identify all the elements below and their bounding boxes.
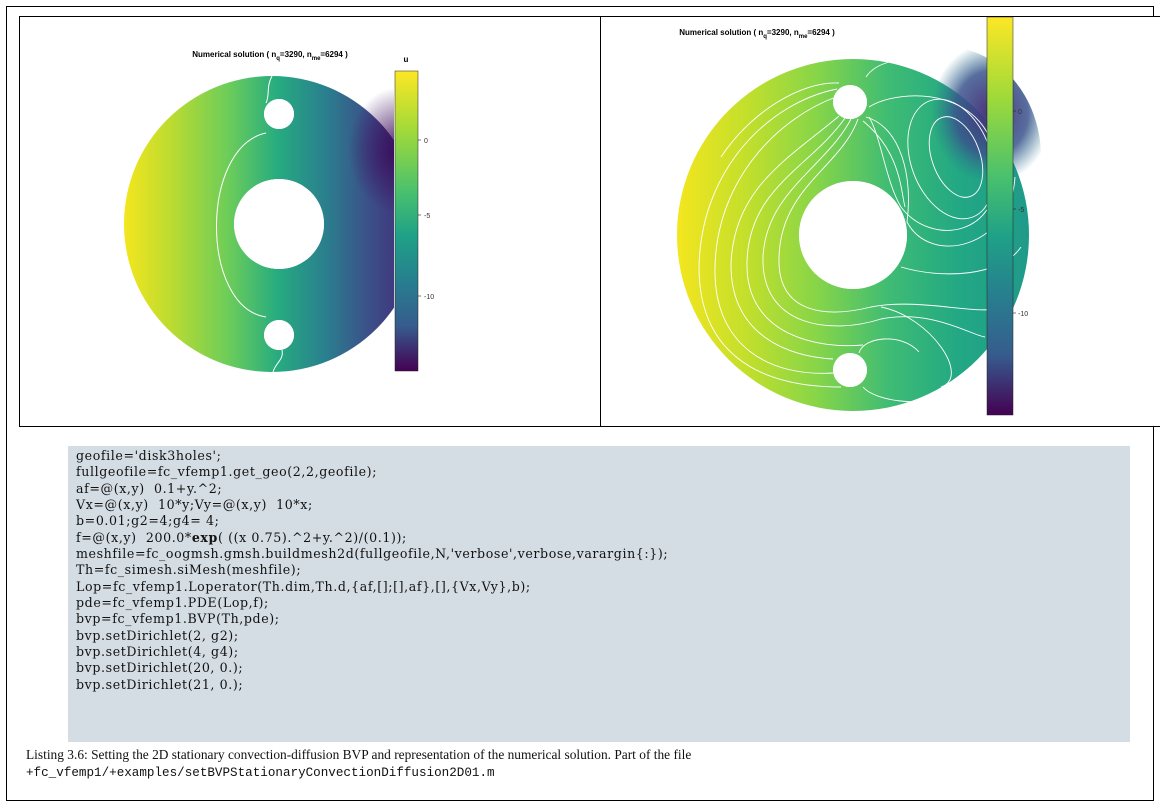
top-hole <box>264 99 294 129</box>
contour-line <box>272 349 283 373</box>
caption-file-path: +fc_vfemp1/+examples/setBVPStationaryCon… <box>26 766 495 780</box>
colorbar-tick: -5 <box>424 213 430 220</box>
code-line: meshfile=fc_oogmsh.gmsh.buildmesh2d(full… <box>76 546 669 562</box>
code-line: Th=fc_simesh.siMesh(meshfile); <box>76 562 302 578</box>
right-plot-panel: Numerical solution ( nq=3290, nme=6294 ) <box>600 16 1160 427</box>
top-hole <box>833 85 867 119</box>
code-line: bvp.setDirichlet(4, g4); <box>76 644 239 660</box>
code-listing: geofile='disk3holes'; fullgeofile=fc_vfe… <box>68 446 1130 742</box>
code-line: bvp.setDirichlet(20, 0.); <box>76 660 244 676</box>
bottom-hole <box>264 320 294 350</box>
colorbar-tick: -10 <box>1018 311 1028 318</box>
code-line: Lop=fc_vfemp1.Loperator(Th.dim,Th.d,{af,… <box>76 578 531 594</box>
code-keyword: exp <box>191 529 218 545</box>
code-line: b=0.01;g2=4;g4= 4; <box>76 513 220 529</box>
caption-text: Listing 3.6: Setting the 2D stationary c… <box>26 747 692 762</box>
right-plot: Numerical solution ( nq=3290, nme=6294 ) <box>677 16 1041 416</box>
colorbar <box>986 16 1014 416</box>
colorbar-tick: -10 <box>424 294 434 301</box>
contour-lines <box>698 59 1022 403</box>
code-line: f=@(x,y) 200.0*exp( ((x 0.75).^2+y.^2)/(… <box>76 529 407 545</box>
right-plot-title: Numerical solution ( nq=3290, nme=6294 ) <box>679 28 835 40</box>
center-hole <box>234 179 324 269</box>
colorbar <box>394 70 419 372</box>
listing-caption: Listing 3.6: Setting the 2D stationary c… <box>26 746 1146 782</box>
code-line: Vx=@(x,y) 10*y;Vy=@(x,y) 10*x; <box>76 497 313 513</box>
code-line: fullgeofile=fc_vfemp1.get_geo(2,2,geofil… <box>76 464 378 480</box>
center-hole <box>799 181 907 289</box>
code-line: bvp.setDirichlet(2, g2); <box>76 627 239 643</box>
left-plot-panel: Numerical solution ( nq=3290, nme=6294 )… <box>19 16 601 427</box>
code-line: af=@(x,y) 0.1+y.^2; <box>76 480 223 496</box>
left-plot-title: Numerical solution ( nq=3290, nme=6294 ) <box>192 50 348 62</box>
colorbar-tick: -5 <box>1018 207 1024 214</box>
colorbar-tick: 0 <box>424 138 428 145</box>
code-line: geofile='disk3holes'; <box>76 448 222 463</box>
code-line: pde=fc_vfemp1.PDE(Lop,f); <box>76 595 269 611</box>
code-line: bvp=fc_vfemp1.BVP(Th,pde); <box>76 611 280 627</box>
code-line: bvp.setDirichlet(21, 0.); <box>76 676 244 692</box>
contour-line <box>216 132 267 318</box>
colorbar-label: u <box>404 55 409 64</box>
figure-row: Numerical solution ( nq=3290, nme=6294 )… <box>6 6 1160 427</box>
contour-line <box>265 75 273 104</box>
bottom-hole <box>833 353 867 387</box>
colorbar-tick: 0 <box>1018 109 1022 116</box>
left-plot: Numerical solution ( nq=3290, nme=6294 )… <box>124 50 434 373</box>
